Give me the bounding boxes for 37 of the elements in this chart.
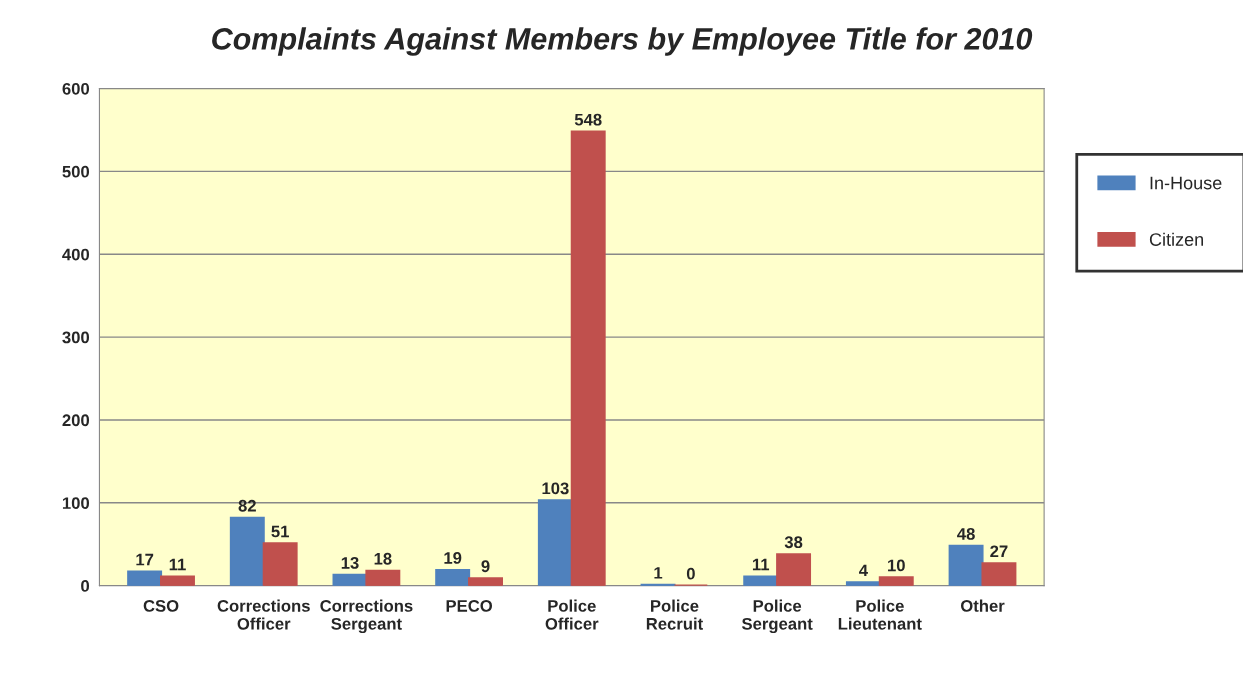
data-label: 19 <box>444 552 462 564</box>
y-tick-label: 400 <box>62 248 90 261</box>
data-label: 11 <box>752 558 770 571</box>
data-label: 13 <box>341 557 359 569</box>
data-label: 1 <box>654 567 663 579</box>
x-tick-label: Other <box>960 599 1005 612</box>
data-label: 9 <box>481 560 490 573</box>
x-tick-label: PECO <box>446 599 493 612</box>
data-label: 27 <box>990 545 1008 558</box>
data-label: 548 <box>574 113 602 126</box>
data-label: 17 <box>136 553 154 566</box>
data-label: 11 <box>169 558 186 571</box>
y-tick-label: 100 <box>62 497 90 510</box>
legend-label: In-House <box>1150 176 1222 190</box>
y-tick-label: 600 <box>62 82 90 95</box>
x-tick-label: Police Lieutenant <box>838 599 922 630</box>
data-label: 38 <box>784 536 803 549</box>
x-tick-label: Corrections Officer <box>217 599 310 630</box>
data-label: 10 <box>888 559 905 572</box>
x-tick-label: Police Recruit <box>646 599 703 630</box>
chart-title: Complaints Against Members by Employee Title for 2010 <box>212 27 1033 56</box>
y-tick-label: 300 <box>62 331 90 344</box>
x-tick-label: Police Sergeant <box>741 599 813 634</box>
data-label: 18 <box>374 552 392 565</box>
data-label: 4 <box>859 564 868 577</box>
x-tick-label: Corrections Sergeant <box>320 599 413 634</box>
legend-label: Citizen <box>1149 232 1203 246</box>
data-label: 0 <box>686 567 695 580</box>
data-label: 82 <box>238 499 256 512</box>
data-label: 103 <box>542 482 569 495</box>
x-tick-label: CSO <box>143 599 179 612</box>
y-tick-label: 0 <box>81 580 90 592</box>
data-label: 51 <box>271 525 289 538</box>
y-tick-label: 200 <box>62 414 90 427</box>
y-tick-label: 500 <box>62 165 90 178</box>
x-tick-label: Police Officer <box>545 599 599 630</box>
data-label: 48 <box>957 528 975 540</box>
